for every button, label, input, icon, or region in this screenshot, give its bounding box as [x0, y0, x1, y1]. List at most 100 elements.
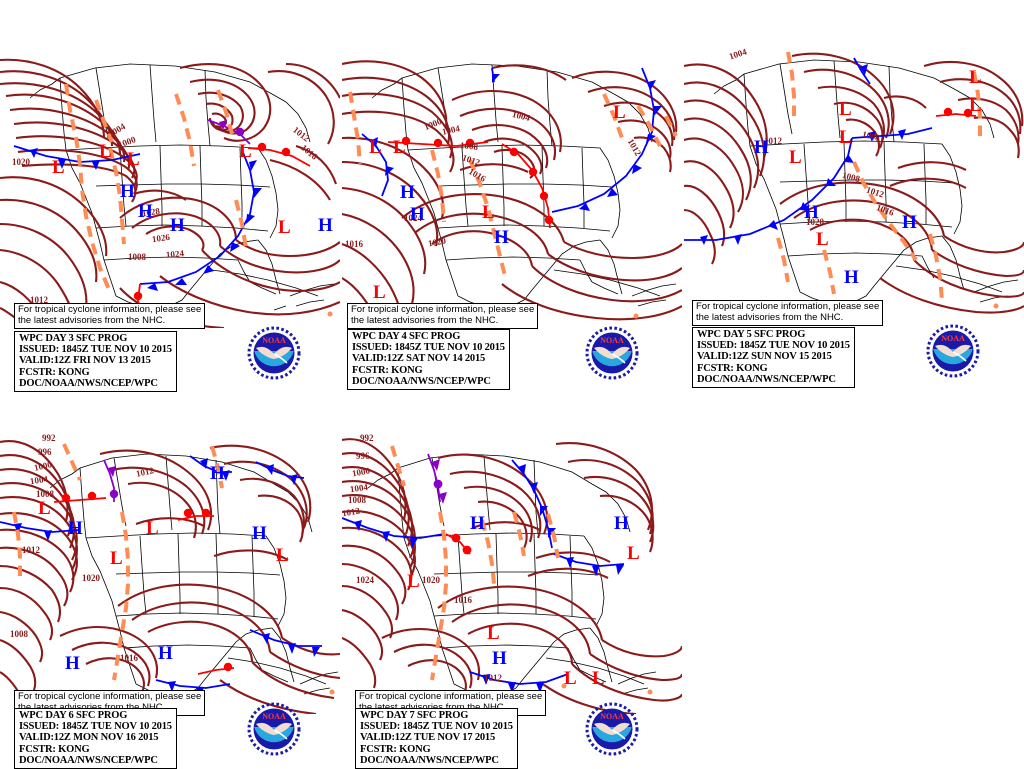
cold-front-barbs-day4-b	[579, 80, 662, 211]
station-marks-day4	[633, 313, 639, 319]
fronts-day3	[13, 83, 311, 317]
isobar-label: 1012	[764, 136, 782, 146]
cold-front-barbs-day3-b	[147, 160, 262, 291]
nhc-line-1: For tropical cyclone information, please…	[18, 304, 202, 315]
prog-agency: DOC/NOAA/NWS/NCEP/WPC	[697, 373, 836, 385]
station-marks-day5	[993, 303, 999, 309]
high-center: H	[138, 201, 153, 222]
low-center: L	[969, 95, 982, 116]
high-center: H	[252, 523, 267, 544]
low-center: L	[969, 67, 982, 88]
high-center: H	[68, 518, 83, 539]
high-center: H	[120, 181, 135, 202]
nhc-line-2: the latest advisories from the NHC.	[18, 314, 166, 326]
prog-forecaster: FCSTR: KONG	[352, 364, 423, 376]
high-center: H	[158, 643, 173, 664]
nhc-line-1: For tropical cyclone information, please…	[696, 301, 880, 312]
prog-title: WPC DAY 7 SFC PROG	[360, 710, 469, 721]
high-center: H	[470, 513, 485, 534]
isobar-label: 1020	[806, 217, 824, 227]
prog-info-day4: WPC DAY 4 SFC PROG ISSUED: 1845Z TUE NOV…	[347, 329, 510, 391]
prog-title: WPC DAY 6 SFC PROG	[19, 710, 128, 721]
panel-day5: H L L L H H L H L L 1012 1008 1012 1016 …	[684, 38, 1024, 318]
low-center: L	[789, 147, 802, 168]
troughs-day3	[64, 83, 248, 293]
isobar-label: 996	[356, 451, 370, 461]
panel-day3: L L L L H H H H L 1028 1026 1024 1020 10…	[0, 38, 340, 328]
low-center: L	[627, 543, 640, 564]
nhc-line-2: the latest advisories from the NHC.	[359, 701, 507, 713]
map-day5	[684, 51, 1024, 314]
prog-info-day6: WPC DAY 6 SFC PROG ISSUED: 1845Z TUE NOV…	[14, 708, 177, 769]
prog-title: WPC DAY 3 SFC PROG	[19, 333, 128, 344]
panel-day4: L L L H H H L L 1024 1020 1016 1012 1008…	[342, 38, 682, 328]
svg-text:NOAA: NOAA	[600, 336, 624, 345]
nhc-line-2: the latest advisories from the NHC.	[696, 311, 844, 323]
nhc-line-2: the latest advisories from the NHC.	[18, 701, 166, 713]
high-center: H	[844, 267, 859, 288]
prog-forecaster: FCSTR: KONG	[697, 362, 768, 374]
isobar-label: 1020	[12, 157, 30, 167]
prog-forecaster: FCSTR: KONG	[360, 743, 431, 755]
low-center: L	[52, 157, 65, 178]
isobar-label: 1008	[459, 140, 479, 152]
low-center: L	[592, 668, 605, 689]
cold-front-day3-b	[139, 149, 255, 285]
prog-title: WPC DAY 5 SFC PROG	[697, 329, 806, 340]
prog-forecaster: FCSTR: KONG	[19, 366, 90, 378]
cold-front-barbs-day6-b	[200, 458, 298, 485]
high-center: H	[65, 653, 80, 674]
low-center: L	[407, 571, 420, 592]
isobar-label: 1016	[120, 653, 138, 663]
low-center: L	[487, 623, 500, 644]
low-center: L	[369, 137, 382, 158]
nhc-line-1: For tropical cyclone information, please…	[351, 304, 535, 315]
noaa-logo: NOAA	[247, 702, 301, 761]
low-center: L	[110, 548, 123, 569]
prog-agency: DOC/NOAA/NWS/NCEP/WPC	[352, 375, 491, 387]
prog-issued: ISSUED: 1845Z TUE NOV 10 2015	[19, 344, 172, 356]
high-center: H	[400, 182, 415, 203]
prog-valid: VALID:12Z TUE NOV 17 2015	[360, 732, 496, 744]
station-marks-day6	[329, 689, 335, 695]
prog-issued: ISSUED: 1845Z TUE NOV 10 2015	[352, 342, 505, 354]
isobars-day7	[342, 438, 682, 714]
isobar-label: 1008	[128, 252, 146, 262]
cold-front-day7-c	[553, 553, 625, 567]
low-center: L	[239, 141, 252, 162]
low-center: L	[816, 229, 829, 250]
panel-day7: L H L H L H L L 992 996 1000 1004 1008 1…	[342, 424, 682, 714]
station-marks-day7	[561, 683, 653, 695]
svg-text:NOAA: NOAA	[262, 712, 286, 721]
noaa-logo: NOAA	[585, 326, 639, 385]
coastlines-day5	[713, 59, 1019, 305]
high-center: H	[170, 215, 185, 236]
prog-agency: DOC/NOAA/NWS/NCEP/WPC	[360, 754, 499, 766]
isobar-label: 1012	[484, 673, 502, 683]
isobar-label: 1024	[356, 575, 374, 585]
isobar-label: 1016	[345, 239, 363, 249]
low-center: L	[127, 149, 140, 170]
low-center: L	[613, 102, 626, 123]
isobar-label: 992	[42, 433, 56, 443]
isobar-label: 1020	[422, 575, 440, 585]
prog-info-day5: WPC DAY 5 SFC PROG ISSUED: 1845Z TUE NOV…	[692, 327, 855, 389]
low-center: L	[99, 141, 112, 162]
cold-front-day6-a	[0, 521, 79, 533]
high-center: H	[754, 137, 769, 158]
coastlines-day6	[49, 453, 339, 697]
troughs-day6	[12, 443, 224, 681]
low-center: L	[839, 99, 852, 120]
isobar-label: 1012	[30, 295, 48, 305]
isobar-label: 1008	[348, 495, 366, 505]
map-day3	[0, 58, 340, 328]
low-center: L	[393, 137, 406, 158]
isobar-label: 992	[360, 433, 374, 443]
cold-front-barbs-day5-b	[868, 129, 906, 142]
cold-front-day4-b	[551, 67, 655, 213]
low-center: L	[564, 668, 577, 689]
cold-front-day5-b	[851, 127, 933, 139]
prog-valid: VALID:12Z SAT NOV 14 2015	[352, 353, 486, 365]
isobar-label: 1008	[10, 629, 28, 639]
low-center: L	[38, 498, 51, 519]
